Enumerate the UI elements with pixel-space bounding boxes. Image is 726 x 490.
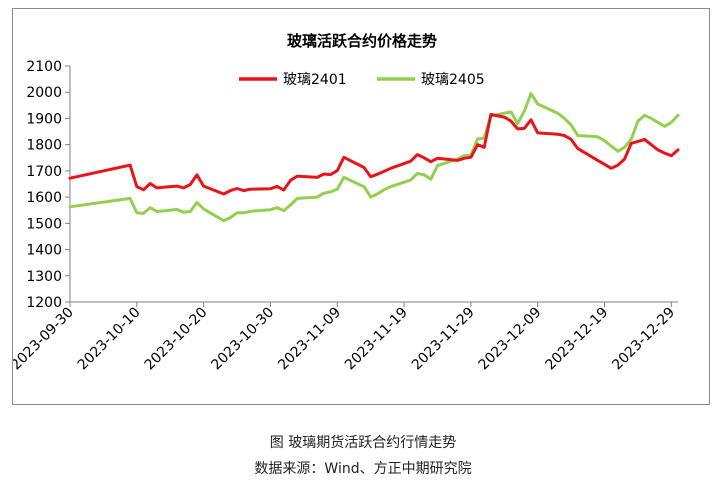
legend-label-玻璃2401: 玻璃2401 — [283, 71, 347, 88]
y-axis: 1200 1300 1400 1500 1600 1700 1800 1900 2000 2100 — [26, 59, 71, 311]
chart-frame: 玻璃活跃合约价格走势 玻璃2401 玻璃2405 1200 1300 1400 1500… — [12, 8, 710, 405]
series-line-玻璃2401 — [68, 113, 680, 196]
x-axis: 2023-09-302023-10-102023-10-202023-10-30… — [13, 301, 678, 374]
y-tick-label: 1500 — [26, 216, 62, 232]
x-tick-label: 2023-11-29 — [409, 305, 478, 374]
y-tick-label: 1800 — [26, 138, 62, 154]
line-chart: 玻璃活跃合约价格走势 玻璃2401 玻璃2405 1200 1300 1400 1500… — [13, 32, 680, 374]
source-caption: 数据来源：Wind、方正中期研究院 — [254, 461, 472, 477]
legend: 玻璃2401 玻璃2405 — [239, 71, 485, 88]
y-tick-label: 1200 — [26, 295, 62, 311]
x-tick-label: 2023-10-30 — [208, 305, 277, 374]
y-tick-label: 1900 — [26, 111, 62, 127]
y-tick-label: 1700 — [26, 164, 62, 180]
x-tick-label: 2023-09-30 — [13, 305, 77, 374]
x-tick-label: 2023-12-09 — [476, 305, 545, 374]
x-tick-label: 2023-11-09 — [275, 305, 344, 374]
x-tick-label: 2023-10-20 — [142, 305, 211, 374]
x-tick-label: 2023-12-29 — [609, 305, 678, 374]
y-tick-label: 1300 — [26, 269, 62, 285]
chart-title: 玻璃活跃合约价格走势 — [287, 32, 437, 50]
x-tick-label: 2023-10-10 — [75, 305, 144, 374]
x-tick-label: 2023-11-19 — [342, 305, 411, 374]
x-tick-label: 2023-12-19 — [542, 305, 611, 374]
y-tick-label: 2000 — [26, 85, 62, 101]
y-tick-label: 1600 — [26, 190, 62, 206]
series-line-玻璃2405 — [68, 92, 680, 223]
y-tick-label: 1400 — [26, 243, 62, 259]
legend-label-玻璃2405: 玻璃2405 — [421, 71, 485, 88]
y-tick-label: 2100 — [26, 59, 62, 75]
series-layer — [68, 92, 680, 223]
figure-caption: 图 玻璃期货活跃合约行情走势 — [269, 435, 457, 451]
